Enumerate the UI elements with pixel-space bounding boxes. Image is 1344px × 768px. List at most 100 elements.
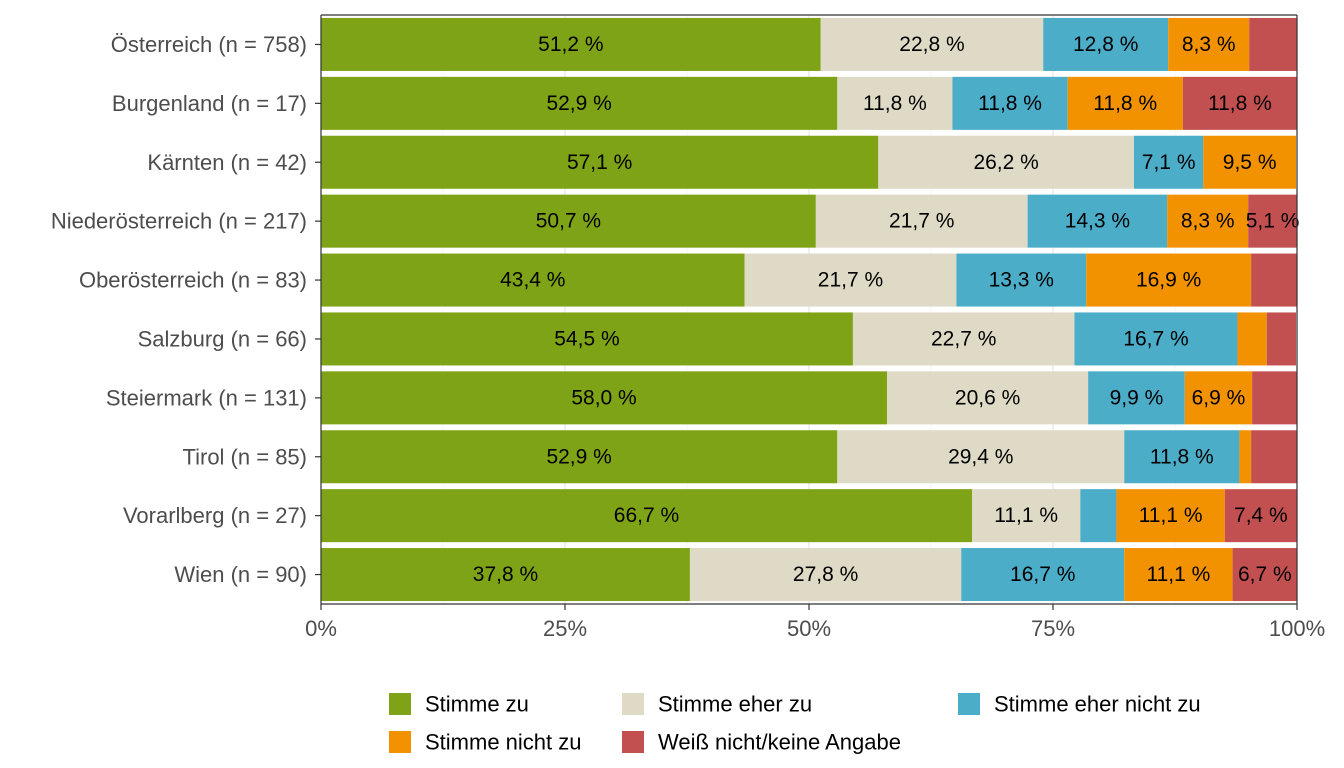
data-label-salzburg-n-66-stimme-eher-zu: 22,7 %	[931, 327, 996, 350]
data-label-kaernten-n-42-stimme-eher-nicht-zu: 7,1 %	[1142, 151, 1196, 174]
bar-burgenland-n-17-weiss-nicht-keine-angabe	[1182, 76, 1297, 130]
legend-label: Weiß nicht/keine Angabe	[658, 730, 901, 755]
category-label-oesterreich-n-758: Österreich (n = 758)	[111, 32, 307, 57]
data-label-wien-n-90-stimme-zu: 37,8 %	[473, 563, 538, 586]
x-tick-label-50-pct: 50%	[787, 616, 831, 641]
bar-wien-n-90-weiss-nicht-keine-angabe	[1232, 548, 1297, 602]
data-label-burgenland-n-17-stimme-eher-nicht-zu: 11,8 %	[978, 92, 1042, 115]
legend-item-stimme-eher-nicht-zu: Stimme eher nicht zu	[958, 692, 1201, 717]
data-label-vorarlberg-n-27-stimme-nicht-zu: 11,1 %	[1139, 504, 1203, 527]
x-tick-label-100-pct: 100%	[1269, 616, 1325, 641]
legend-swatch	[622, 731, 644, 753]
legend-label: Stimme eher zu	[658, 692, 812, 717]
bar-oberoesterreich-n-83-stimme-nicht-zu	[1086, 253, 1252, 307]
bar-salzburg-n-66-stimme-nicht-zu	[1237, 312, 1267, 366]
bar-steiermark-n-131-weiss-nicht-keine-angabe	[1252, 371, 1297, 425]
data-label-tirol-n-85-stimme-eher-zu: 29,4 %	[948, 445, 1013, 468]
category-label-tirol-n-85: Tirol (n = 85)	[182, 444, 307, 469]
bar-tirol-n-85-stimme-nicht-zu	[1239, 430, 1252, 484]
legend-item-weiss-nicht-keine-angabe: Weiß nicht/keine Angabe	[622, 730, 901, 755]
bar-kaernten-n-42-stimme-zu	[321, 135, 879, 189]
data-label-niederoesterreich-n-217-stimme-eher-zu: 21,7 %	[889, 210, 954, 233]
data-label-oberoesterreich-n-83-stimme-eher-nicht-zu: 13,3 %	[989, 269, 1054, 292]
bar-oesterreich-n-758-stimme-zu	[321, 17, 821, 71]
legend-swatch	[622, 693, 644, 715]
bar-niederoesterreich-n-217-stimme-nicht-zu	[1167, 194, 1249, 248]
bar-wien-n-90-stimme-nicht-zu	[1124, 548, 1233, 602]
data-label-tirol-n-85-stimme-eher-nicht-zu: 11,8 %	[1150, 445, 1214, 468]
x-tick-label-25-pct: 25%	[543, 616, 587, 641]
bar-tirol-n-85-stimme-zu	[321, 430, 838, 484]
bar-oesterreich-n-758-stimme-nicht-zu	[1168, 17, 1250, 71]
category-label-salzburg-n-66: Salzburg (n = 66)	[138, 326, 307, 351]
bar-oesterreich-n-758-weiss-nicht-keine-angabe	[1249, 17, 1297, 71]
bar-niederoesterreich-n-217-stimme-zu	[321, 194, 816, 248]
data-label-niederoesterreich-n-217-stimme-eher-nicht-zu: 14,3 %	[1065, 210, 1130, 233]
legend-swatch	[958, 693, 980, 715]
data-label-vorarlberg-n-27-stimme-eher-zu: 11,1 %	[994, 504, 1058, 527]
category-labels: Österreich (n = 758) Burgenland (n = 17) K…	[51, 32, 307, 587]
data-label-burgenland-n-17-stimme-nicht-zu: 11,8 %	[1093, 92, 1157, 115]
data-label-steiermark-n-131-stimme-nicht-zu: 6,9 %	[1192, 386, 1246, 409]
bars	[321, 17, 1297, 602]
legend-item-stimme-nicht-zu: Stimme nicht zu	[389, 730, 582, 755]
bar-vorarlberg-n-27-stimme-zu	[321, 489, 972, 543]
data-label-oesterreich-n-758-stimme-eher-zu: 22,8 %	[899, 33, 964, 56]
data-label-vorarlberg-n-27-stimme-zu: 66,7 %	[614, 504, 679, 527]
bar-vorarlberg-n-27-weiss-nicht-keine-angabe	[1224, 489, 1297, 543]
data-label-burgenland-n-17-weiss-nicht-keine-angabe: 11,8 %	[1208, 92, 1272, 115]
bar-kaernten-n-42-stimme-eher-nicht-zu	[1134, 135, 1204, 189]
bar-vorarlberg-n-27-stimme-nicht-zu	[1116, 489, 1225, 543]
bar-steiermark-n-131-stimme-zu	[321, 371, 888, 425]
bar-kaernten-n-42-stimme-eher-zu	[878, 135, 1135, 189]
bar-tirol-n-85-stimme-eher-zu	[837, 430, 1125, 484]
data-label-oesterreich-n-758-stimme-zu: 51,2 %	[538, 33, 603, 56]
data-label-burgenland-n-17-stimme-eher-zu: 11,8 %	[863, 92, 927, 115]
bar-oesterreich-n-758-stimme-eher-zu	[820, 17, 1044, 71]
bar-salzburg-n-66-stimme-eher-nicht-zu	[1074, 312, 1238, 366]
data-label-niederoesterreich-n-217-weiss-nicht-keine-angabe: 5,1 %	[1246, 210, 1300, 233]
bar-salzburg-n-66-stimme-zu	[321, 312, 853, 366]
data-label-salzburg-n-66-stimme-zu: 54,5 %	[554, 327, 619, 350]
legend-item-stimme-zu: Stimme zu	[389, 692, 529, 717]
data-label-niederoesterreich-n-217-stimme-nicht-zu: 8,3 %	[1181, 210, 1235, 233]
bar-oberoesterreich-n-83-stimme-eher-nicht-zu	[956, 253, 1087, 307]
bar-steiermark-n-131-stimme-eher-nicht-zu	[1088, 371, 1185, 425]
data-label-oesterreich-n-758-stimme-eher-nicht-zu: 12,8 %	[1073, 33, 1138, 56]
legend-label: Stimme nicht zu	[425, 730, 582, 755]
bar-steiermark-n-131-stimme-eher-zu	[887, 371, 1089, 425]
data-label-niederoesterreich-n-217-stimme-zu: 50,7 %	[536, 210, 601, 233]
data-label-salzburg-n-66-stimme-eher-nicht-zu: 16,7 %	[1123, 327, 1188, 350]
data-label-wien-n-90-stimme-eher-nicht-zu: 16,7 %	[1010, 563, 1075, 586]
bar-niederoesterreich-n-217-weiss-nicht-keine-angabe	[1248, 194, 1297, 248]
legend-label: Stimme eher nicht zu	[994, 692, 1201, 717]
legend-label: Stimme zu	[425, 692, 529, 717]
category-label-wien-n-90: Wien (n = 90)	[174, 562, 307, 587]
data-label-wien-n-90-stimme-nicht-zu: 11,1 %	[1147, 563, 1211, 586]
bar-vorarlberg-n-27-stimme-eher-zu	[971, 489, 1081, 543]
bar-tirol-n-85-stimme-eher-nicht-zu	[1124, 430, 1240, 484]
data-labels: 51,2 % 22,8 % 12,8 % 8,3 % 52,9 % 11,8 % 11,8 …	[473, 33, 1300, 586]
data-label-oesterreich-n-758-stimme-nicht-zu: 8,3 %	[1182, 33, 1236, 56]
category-label-niederoesterreich-n-217: Niederösterreich (n = 217)	[51, 209, 307, 234]
bar-burgenland-n-17-stimme-eher-zu	[837, 76, 953, 130]
data-label-kaernten-n-42-stimme-nicht-zu: 9,5 %	[1223, 151, 1277, 174]
data-label-oberoesterreich-n-83-stimme-zu: 43,4 %	[500, 269, 565, 292]
bar-burgenland-n-17-stimme-eher-nicht-zu	[952, 76, 1068, 130]
bar-salzburg-n-66-stimme-eher-zu	[852, 312, 1075, 366]
legend: Stimme zu Stimme eher zu Stimme eher nicht…	[389, 692, 1201, 755]
bar-oesterreich-n-758-stimme-eher-nicht-zu	[1043, 17, 1169, 71]
bar-oberoesterreich-n-83-stimme-zu	[321, 253, 745, 307]
bar-steiermark-n-131-stimme-nicht-zu	[1184, 371, 1253, 425]
data-label-vorarlberg-n-27-weiss-nicht-keine-angabe: 7,4 %	[1234, 504, 1288, 527]
bar-wien-n-90-stimme-eher-zu	[689, 548, 962, 602]
bar-niederoesterreich-n-217-stimme-eher-zu	[815, 194, 1028, 248]
category-label-oberoesterreich-n-83: Oberösterreich (n = 83)	[79, 268, 307, 293]
category-label-burgenland-n-17: Burgenland (n = 17)	[112, 91, 307, 116]
data-label-steiermark-n-131-stimme-eher-nicht-zu: 9,9 %	[1110, 386, 1164, 409]
data-label-steiermark-n-131-stimme-zu: 58,0 %	[571, 386, 636, 409]
bar-salzburg-n-66-weiss-nicht-keine-angabe	[1266, 312, 1297, 366]
bar-burgenland-n-17-stimme-zu	[321, 76, 838, 130]
data-label-oberoesterreich-n-83-stimme-nicht-zu: 16,9 %	[1136, 269, 1201, 292]
